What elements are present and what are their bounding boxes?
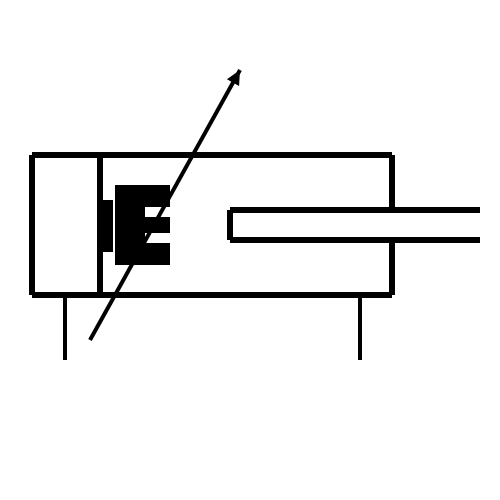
cushion-block — [115, 185, 170, 265]
cylinder-body — [32, 155, 392, 295]
piston-rod — [230, 210, 480, 240]
cushion-side-bar — [100, 200, 113, 252]
cylinder-schematic — [0, 0, 500, 500]
